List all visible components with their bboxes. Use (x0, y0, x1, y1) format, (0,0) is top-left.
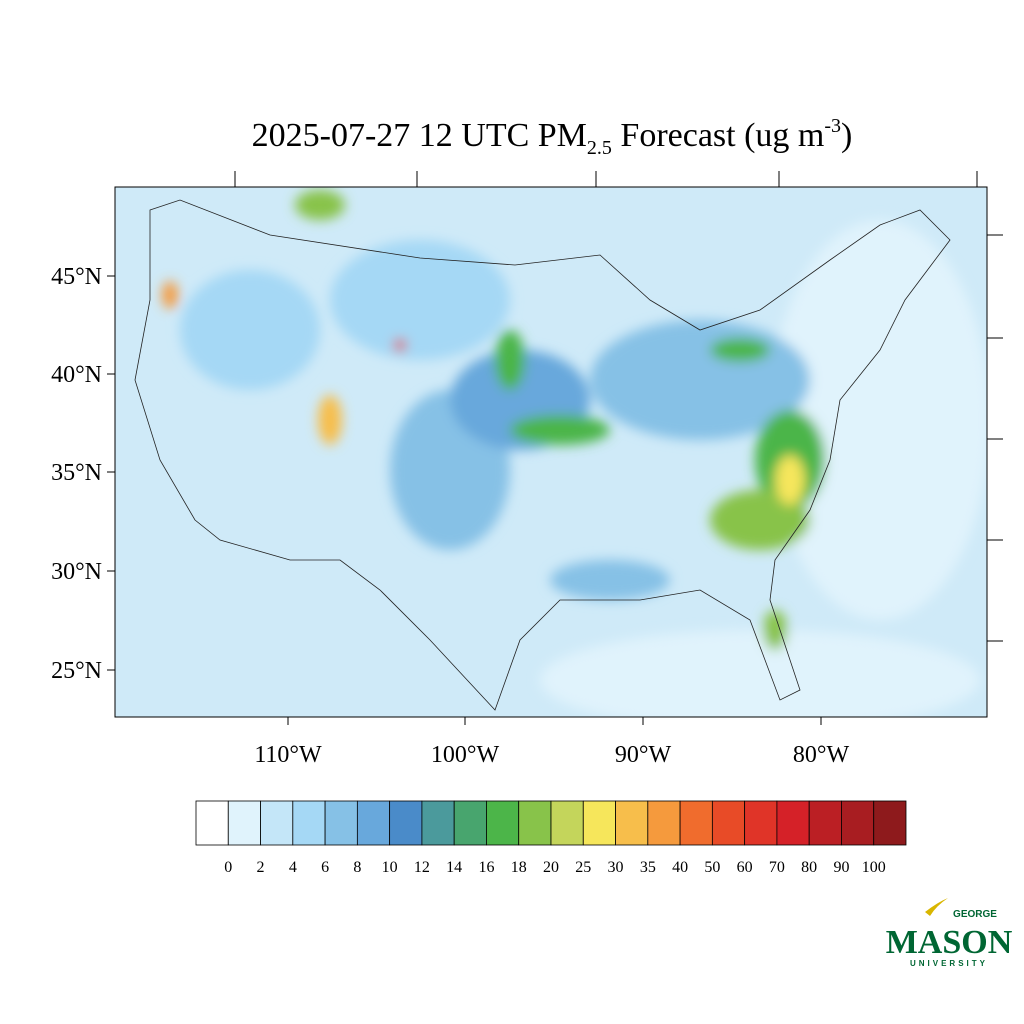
colorbar-label: 14 (446, 859, 462, 876)
colorbar-label: 30 (608, 859, 624, 876)
colorbar-label: 6 (321, 859, 329, 876)
concentration-blobs (162, 190, 987, 717)
colorbar-swatch (776, 800, 810, 846)
colorbar-swatch (615, 800, 649, 846)
colorbar-label: 80 (801, 859, 817, 876)
colorbar-swatch (550, 800, 584, 846)
colorbar-label: 60 (737, 859, 753, 876)
lat-label: 30°N (51, 559, 102, 585)
lon-label: 90°W (615, 742, 672, 768)
logo-bottom: UNIVERSITY (910, 959, 988, 968)
lat-label: 25°N (51, 658, 102, 684)
logo-flame (925, 898, 948, 916)
colorbar-label: 4 (289, 859, 297, 876)
map-field (114, 186, 988, 718)
colorbar-swatch (389, 800, 423, 846)
colorbar-swatch (324, 800, 358, 846)
title-middle: Forecast (ug m (612, 117, 824, 154)
colorbar-label: 10 (382, 859, 398, 876)
colorbar-label: 35 (640, 859, 656, 876)
map-ticks: 45°N 40°N 35°N 30°N 25°N 110°W 100°W 90°W 80°W (51, 171, 1003, 768)
coastline (134, 199, 951, 711)
lon-label: 110°W (254, 742, 322, 768)
colorbar-label: 100 (862, 859, 886, 876)
map-frame (114, 186, 988, 718)
colorbar-swatch (679, 800, 713, 846)
lat-label: 45°N (51, 264, 102, 290)
colorbar-label: 20 (543, 859, 559, 876)
title-subscript: 2.5 (587, 137, 612, 159)
colorbar-swatch (260, 800, 294, 846)
colorbar-swatch (647, 800, 681, 846)
map-title: 2025-07-27 12 UTC PM2.5 Forecast (ug m-3… (252, 115, 853, 159)
colorbar-label: 0 (224, 859, 232, 876)
colorbar-label: 12 (414, 859, 430, 876)
gmu-logo: GEORGE MASON UNIVERSITY (886, 898, 1013, 968)
colorbar-swatch (518, 800, 552, 846)
colorbar-swatch (711, 800, 746, 846)
colorbar-swatch (421, 800, 455, 846)
colorbar-label: 70 (769, 859, 785, 876)
colorbar-swatch (227, 800, 261, 846)
colorbar-label: 90 (833, 859, 849, 876)
lon-label: 80°W (793, 742, 850, 768)
colorbar-label: 40 (672, 859, 688, 876)
lat-label: 35°N (51, 460, 102, 486)
title-main: 2025-07-27 12 UTC PM (252, 117, 587, 154)
colorbar-swatch (808, 800, 842, 846)
colorbar-swatch (873, 800, 907, 846)
logo-main: MASON (886, 924, 1013, 961)
colorbar: 0 2 4 6 8 10 12 14 16 18 20 25 30 35 40 50 60 70 80 90 100 (195, 800, 907, 876)
colorbar-swatch (841, 800, 875, 846)
colorbar-swatch (744, 800, 778, 846)
colorbar-swatch (582, 800, 616, 846)
colorbar-label: 18 (511, 859, 527, 876)
lat-label: 40°N (51, 362, 102, 388)
colorbar-label: 25 (575, 859, 591, 876)
colorbar-swatch (195, 800, 229, 846)
logo-top: GEORGE (953, 909, 997, 920)
colorbar-label: 16 (478, 859, 494, 876)
colorbar-swatch (356, 800, 391, 846)
colorbar-label: 2 (257, 859, 265, 876)
colorbar-swatch (486, 800, 520, 846)
lon-label: 100°W (431, 742, 500, 768)
colorbar-swatch (292, 800, 326, 846)
colorbar-label: 8 (353, 859, 361, 876)
colorbar-label: 50 (704, 859, 720, 876)
title-end: ) (841, 117, 852, 154)
colorbar-swatch (453, 800, 487, 846)
title-superscript: -3 (824, 115, 841, 137)
